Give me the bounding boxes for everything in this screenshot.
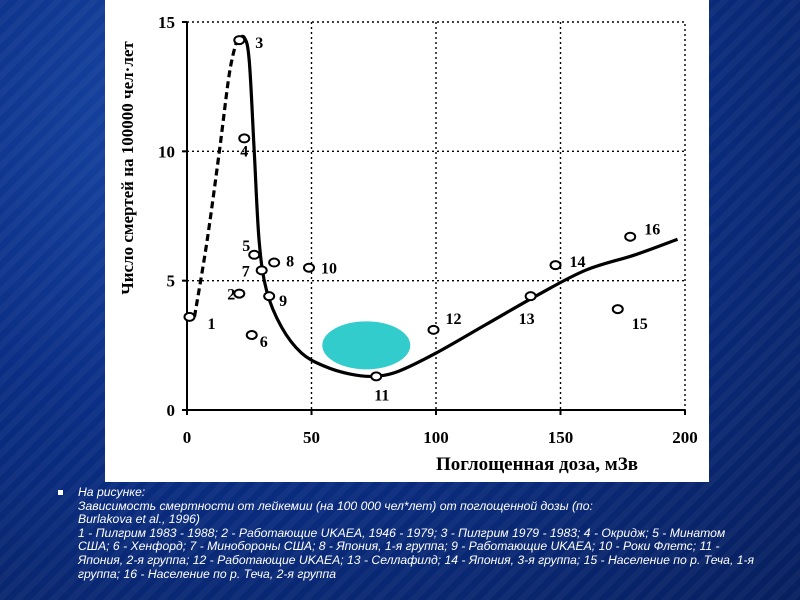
chart-panel: 0 50 100 150 200 0 5 10 15 1 2 3 4 5 6 7 8 9 10 11 12 13 14 15… xyxy=(105,0,709,482)
data-point-14 xyxy=(549,260,562,271)
data-point-10 xyxy=(303,262,316,273)
data-point-label-5: 5 xyxy=(242,238,250,255)
x-tick-label: 50 xyxy=(303,428,320,447)
data-point-12 xyxy=(427,324,440,335)
data-point-13 xyxy=(524,291,537,302)
data-point-5 xyxy=(248,249,261,260)
highlight-ellipse xyxy=(322,321,411,370)
data-point-9 xyxy=(263,291,276,302)
data-point-2 xyxy=(233,288,246,299)
caption-legend: 1 - Пилгрим 1983 - 1988; 2 - Работающие … xyxy=(78,525,755,581)
data-point-label-7: 7 xyxy=(242,263,250,280)
bullet-marker xyxy=(58,490,63,495)
x-tick-label: 100 xyxy=(423,428,449,447)
caption-line-2: Зависимость смертности от лейкемии (на 1… xyxy=(78,498,593,513)
data-point-15 xyxy=(611,304,624,315)
y-tick-label: 10 xyxy=(158,142,175,161)
data-point-label-14: 14 xyxy=(570,254,586,271)
data-point-label-1: 1 xyxy=(207,316,215,333)
data-point-label-11: 11 xyxy=(374,387,389,404)
data-point-label-16: 16 xyxy=(644,222,660,239)
data-point-6 xyxy=(245,329,258,340)
data-point-label-15: 15 xyxy=(632,316,648,333)
data-point-label-4: 4 xyxy=(240,143,248,160)
data-point-7 xyxy=(255,265,268,276)
x-tick-label: 0 xyxy=(183,428,192,447)
data-point-label-10: 10 xyxy=(321,261,337,278)
data-point-label-12: 12 xyxy=(446,311,462,328)
dashed-trend-curve xyxy=(192,39,239,318)
caption-text: На рисунке: Зависимость смертности от ле… xyxy=(78,485,758,581)
y-axis-label: Число смертей на 100000 чел·лет xyxy=(118,41,137,295)
x-axis-label: Поглощенная доза, мЗв xyxy=(436,454,638,475)
data-point-label-2: 2 xyxy=(227,287,235,304)
data-point-label-9: 9 xyxy=(279,293,287,310)
y-tick-label: 0 xyxy=(167,401,176,420)
y-tick-label: 15 xyxy=(158,13,175,32)
data-point-3 xyxy=(233,35,246,46)
caption-line-1: На рисунке: xyxy=(78,485,146,499)
y-tick-label: 5 xyxy=(167,272,176,291)
data-point-label-13: 13 xyxy=(519,311,535,328)
data-point-label-6: 6 xyxy=(260,334,268,351)
caption: На рисунке: Зависимость смертности от ле… xyxy=(58,485,758,581)
data-point-label-8: 8 xyxy=(286,254,294,271)
data-point-1 xyxy=(183,311,196,322)
data-point-label-3: 3 xyxy=(255,35,263,52)
data-point-8 xyxy=(268,257,281,268)
data-point-4 xyxy=(238,133,251,144)
caption-line-3: Burlakova et al., 1996) xyxy=(78,512,200,527)
data-point-16 xyxy=(624,231,637,242)
x-tick-label: 150 xyxy=(548,428,574,447)
data-point-11 xyxy=(370,371,383,382)
x-tick-label: 200 xyxy=(672,428,698,447)
